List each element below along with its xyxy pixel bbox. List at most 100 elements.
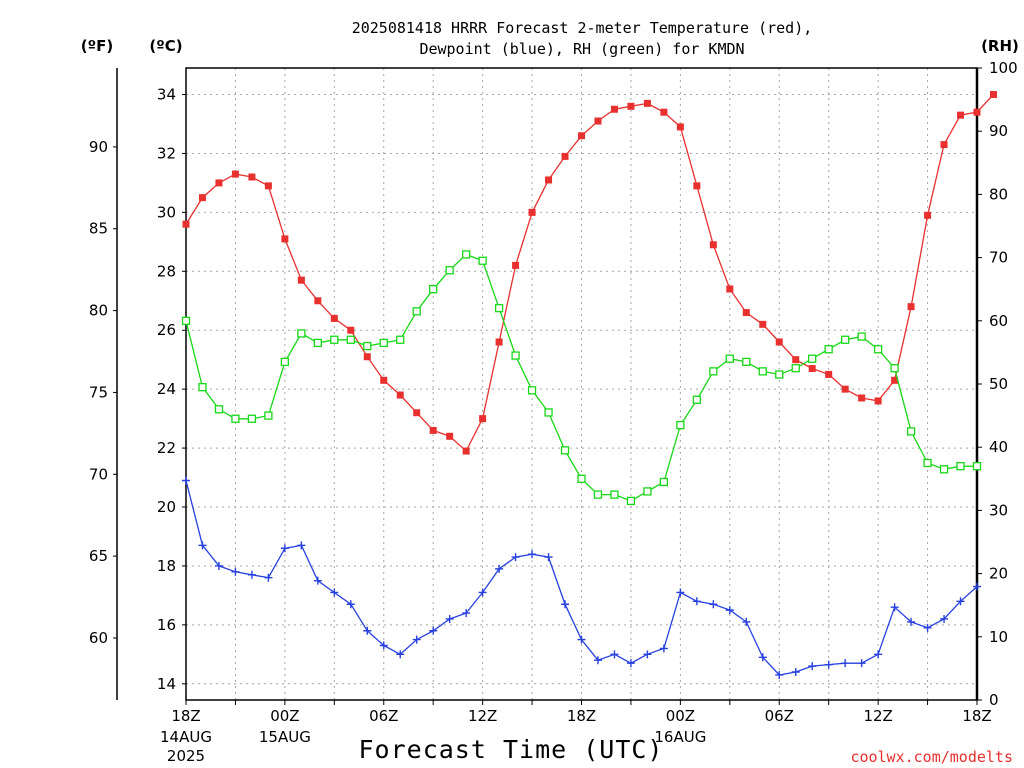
- rh-point: [297, 329, 306, 338]
- temperature-point: [314, 297, 322, 305]
- celsius-tick-label: 20: [157, 498, 176, 516]
- rh-point: [527, 386, 537, 395]
- temperature-point: [759, 320, 767, 328]
- dewpoint-point: [313, 576, 322, 585]
- dewpoint-point: [412, 635, 421, 644]
- dewpoint-point: [511, 553, 520, 562]
- rh-point: [494, 304, 504, 313]
- dewpoint-point: [462, 609, 471, 618]
- temperature-point: [643, 99, 651, 107]
- temperature-point: [775, 338, 783, 346]
- rh-axis-label: (RH): [981, 37, 1019, 55]
- rh-point: [626, 496, 636, 506]
- dewpoint-point: [231, 567, 240, 576]
- temperature-point: [676, 123, 684, 131]
- rh-tick-label: 60: [989, 312, 1008, 330]
- temperature-point: [330, 314, 338, 322]
- x-tick-label: 00Z: [270, 707, 299, 725]
- rh-point: [758, 367, 767, 376]
- rh-axis: 0 10 20 30 40 50 60 70 80 90 100: [977, 59, 1018, 709]
- dewpoint-point: [445, 614, 454, 623]
- dewpoint-point: [577, 635, 586, 644]
- plot-border: [185, 67, 978, 701]
- fahrenheit-tick-label: 75: [89, 383, 108, 401]
- temperature-point: [198, 194, 206, 202]
- dewpoint-point: [841, 659, 850, 668]
- x-tick-label: 00Z: [666, 707, 695, 725]
- rh-series: [181, 250, 982, 506]
- rh-point: [396, 335, 405, 344]
- fahrenheit-axis-label: (ºF): [81, 37, 113, 55]
- rh-point: [560, 446, 570, 455]
- grid-lines: [186, 68, 977, 700]
- fahrenheit-tick-label: 70: [89, 465, 108, 483]
- rh-point: [890, 364, 899, 373]
- fahrenheit-tick-label: 60: [89, 629, 108, 647]
- rh-point: [313, 338, 322, 348]
- rh-point: [873, 345, 883, 354]
- rh-tick-label: 30: [989, 501, 1008, 519]
- temperature-point: [528, 208, 536, 216]
- rh-point: [923, 458, 932, 468]
- celsius-tick-label: 28: [157, 262, 176, 280]
- rh-point: [808, 354, 817, 363]
- rh-point: [379, 338, 388, 348]
- temperature-point: [825, 370, 833, 378]
- temperature-point: [561, 152, 569, 160]
- dewpoint-point: [280, 544, 289, 553]
- x-tick-label: 18Z: [567, 707, 596, 725]
- temperature-series: [182, 91, 997, 455]
- dewpoint-point: [593, 656, 602, 665]
- temperature-point: [907, 303, 915, 311]
- chart-title: 2025081418 HRRR Forecast 2-meter Tempera…: [352, 19, 813, 58]
- temperature-point: [446, 432, 454, 440]
- temperature-point: [429, 426, 437, 434]
- dewpoint-point: [247, 570, 256, 579]
- x-axis-title: Forecast Time (UTC): [359, 735, 664, 764]
- dewpoint-point: [495, 564, 504, 573]
- rh-point: [445, 266, 454, 275]
- celsius-tick-label: 26: [157, 321, 176, 339]
- x-tick-sublabel: 16AUG: [654, 728, 706, 746]
- rh-point: [346, 335, 355, 344]
- dewpoint-point: [544, 553, 553, 562]
- temperature-point: [610, 105, 618, 113]
- fahrenheit-axis: 60 65 70 75 80 85 90: [89, 68, 118, 700]
- temperature-point: [924, 211, 932, 219]
- rh-point: [511, 351, 520, 360]
- rh-point: [972, 462, 982, 471]
- celsius-tick-label: 14: [157, 675, 176, 693]
- temperature-point: [940, 141, 948, 149]
- dewpoint-point: [956, 597, 965, 606]
- rh-point: [742, 357, 751, 367]
- temperature-point: [248, 173, 256, 181]
- temperature-point: [281, 235, 289, 243]
- temperature-point: [363, 353, 371, 361]
- celsius-axis: 14 16 18 20 22 24 26 28 30 32 34: [157, 86, 186, 693]
- temperature-point: [462, 447, 470, 455]
- rh-point: [577, 474, 586, 483]
- dewpoint-point: [923, 623, 932, 632]
- celsius-tick-label: 18: [157, 557, 176, 575]
- temperature-point: [594, 117, 602, 125]
- temperature-point: [693, 182, 701, 190]
- rh-point: [330, 335, 339, 344]
- rh-point: [198, 383, 207, 392]
- rh-tick-label: 40: [989, 438, 1008, 456]
- temperature-point: [742, 309, 750, 317]
- dewpoint-point: [626, 659, 635, 668]
- rh-point: [214, 405, 224, 414]
- rh-tick-label: 100: [989, 59, 1018, 77]
- fahrenheit-tick-label: 65: [89, 547, 108, 565]
- celsius-tick-label: 16: [157, 616, 176, 634]
- temperature-point: [891, 376, 899, 384]
- x-tick-sublabel: 14AUG: [160, 728, 212, 746]
- rh-point: [775, 370, 784, 379]
- rh-point: [676, 420, 685, 430]
- rh-point: [709, 367, 718, 376]
- dewpoint-point: [610, 650, 619, 659]
- temperature-point: [841, 385, 849, 393]
- temperature-point: [660, 108, 668, 116]
- rh-point: [725, 354, 734, 363]
